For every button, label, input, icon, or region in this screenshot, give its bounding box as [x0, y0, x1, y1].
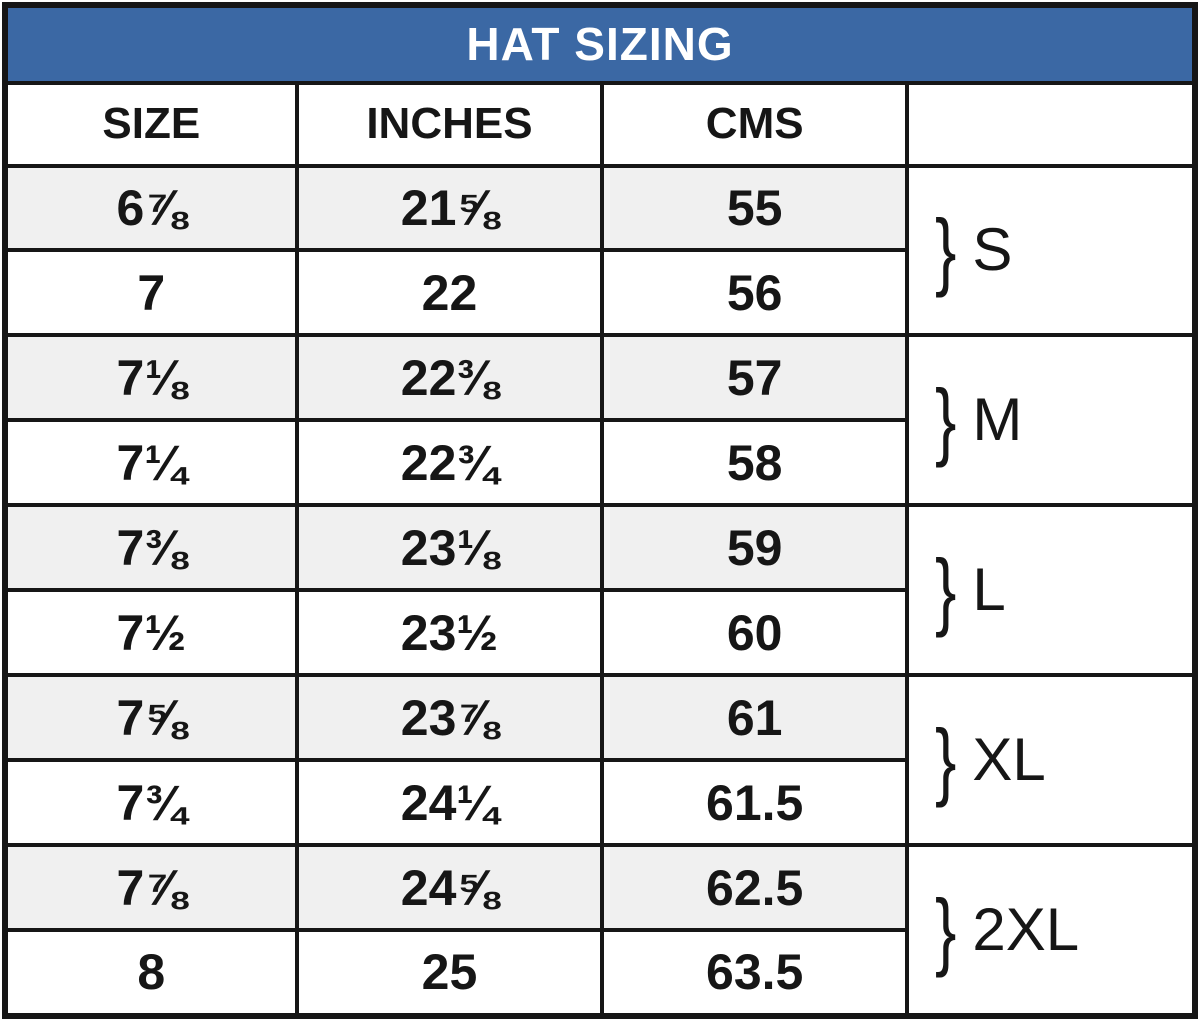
table-row: 7¾ 24¼ 61.5: [3, 758, 1195, 848]
inches-cell: 22: [294, 248, 605, 338]
header-row: SIZE INCHES CMS: [3, 80, 1197, 168]
inches-cell: 21⅝: [294, 163, 605, 253]
inches-cell: 22¾: [294, 418, 605, 508]
cms-cell: 55: [600, 163, 909, 253]
size-cell: 7¼: [3, 418, 299, 508]
group-cell-s: } S: [905, 163, 1197, 338]
table-row: 6⅞ 21⅝ 55 } S: [3, 163, 1197, 338]
title-row: HAT SIZING: [3, 3, 1197, 85]
table-row: 7⅞ 24⅝ 62.5 } 2XL: [3, 843, 1197, 1018]
cms-cell: 59: [600, 503, 909, 593]
table-row: 8 25 63.5: [3, 927, 1195, 1019]
group-label: M: [972, 386, 1023, 454]
brace-glyph: }: [935, 201, 957, 300]
size-cell: 7⅝: [3, 673, 299, 763]
brace-glyph: }: [935, 711, 957, 809]
inches-cell: 24¼: [294, 758, 605, 848]
group-label: S: [972, 216, 1013, 284]
inches-cell: 23½: [294, 588, 605, 678]
table-row: 7⅝ 23⅞ 61 } XL: [3, 673, 1197, 848]
brace-glyph: }: [935, 371, 957, 469]
group-cell-xl: } XL: [905, 673, 1197, 848]
brace-glyph: }: [935, 541, 957, 639]
size-cell: 7¾: [3, 758, 299, 848]
group-cell-m: } M: [905, 333, 1197, 508]
cms-cell: 61.5: [600, 758, 909, 848]
size-cell: 7⅛: [3, 333, 299, 423]
table-row: 7¼ 22¾ 58: [3, 418, 1195, 508]
inches-cell: 24⅝: [294, 843, 605, 932]
cms-cell: 57: [600, 333, 909, 423]
header-group: [905, 80, 1197, 168]
cms-cell: 58: [600, 418, 909, 508]
cms-cell: 62.5: [600, 843, 909, 932]
inches-cell: 25: [294, 927, 605, 1019]
table-title: HAT SIZING: [3, 3, 1197, 85]
header-inches: INCHES: [294, 80, 605, 168]
size-cell: 6⅞: [3, 163, 299, 253]
cms-cell: 61: [600, 673, 909, 763]
cms-cell: 63.5: [600, 927, 909, 1019]
table-row: 7⅜ 23⅛ 59 } L: [3, 503, 1197, 678]
size-cell: 7⅞: [3, 843, 299, 932]
group-label: XL: [972, 726, 1046, 794]
group-cell-l: } L: [905, 503, 1197, 678]
header-cms: CMS: [600, 80, 909, 168]
group-label: L: [972, 556, 1006, 624]
header-size: SIZE: [3, 80, 299, 168]
cms-cell: 60: [600, 588, 909, 678]
inches-cell: 22⅜: [294, 333, 605, 423]
inches-cell: 23⅞: [294, 673, 605, 763]
size-cell: 7½: [3, 588, 299, 678]
table-row: 7½ 23½ 60: [3, 588, 1195, 678]
brace-glyph: }: [935, 881, 957, 979]
table-row: 7⅛ 22⅜ 57 } M: [3, 333, 1197, 508]
size-cell: 7⅜: [3, 503, 299, 593]
cms-cell: 56: [600, 248, 909, 338]
group-cell-2xl: } 2XL: [905, 843, 1197, 1018]
size-cell: 8: [3, 927, 299, 1019]
table-row: 7 22 56: [3, 248, 1195, 338]
inches-cell: 23⅛: [294, 503, 605, 593]
group-label: 2XL: [972, 896, 1080, 964]
size-cell: 7: [3, 248, 299, 338]
